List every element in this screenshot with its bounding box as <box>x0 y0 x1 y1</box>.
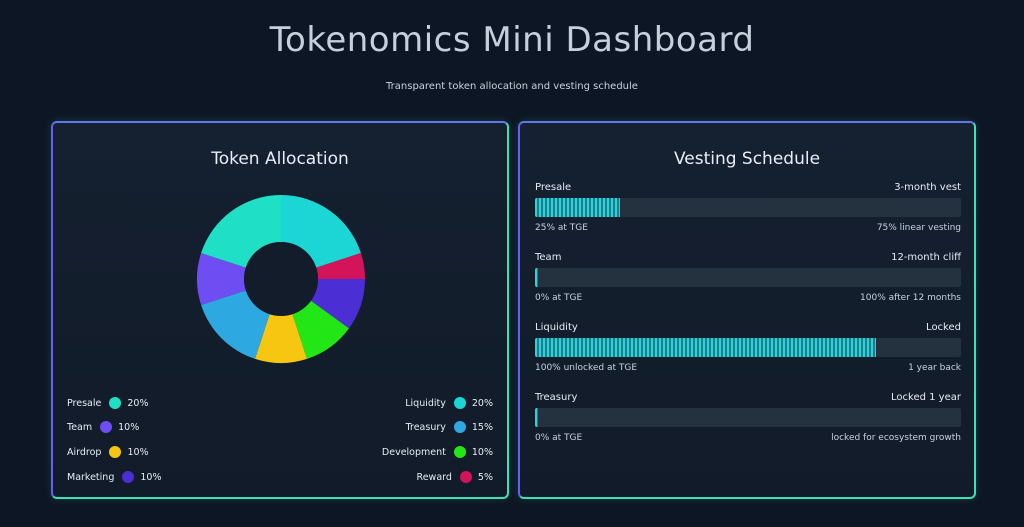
donut-slice-team <box>197 253 246 305</box>
vesting-item-treasury: Treasury Locked 1 year 0% at TGE locked for… <box>535 392 961 456</box>
vesting-progress-track <box>535 338 961 357</box>
vesting-schedule-panel: Vesting Schedule Presale 3-month vest 25% … <box>518 121 976 499</box>
legend-item-marketing: Marketing 10% <box>67 469 161 485</box>
vesting-progress-fill <box>535 198 621 217</box>
legend-item-development: Development 10% <box>382 444 493 460</box>
vesting-label: Liquidity <box>535 322 578 333</box>
legend-swatch <box>109 397 122 409</box>
vesting-note: 75% linear vesting <box>876 223 961 233</box>
legend-item-reward: Reward 5% <box>417 469 493 485</box>
vesting-item-presale: Presale 3-month vest 25% at TGE 75% linear … <box>535 182 961 246</box>
legend-item-treasury: Treasury 15% <box>406 419 493 435</box>
vesting-title: Vesting Schedule <box>673 149 821 169</box>
vesting-unlock: 25% at TGE <box>535 223 588 233</box>
donut-slice-presale <box>201 195 281 268</box>
donut-slice-treasury <box>201 290 270 359</box>
legend-swatch <box>122 471 135 483</box>
vesting-note: 100% after 12 months <box>860 293 961 303</box>
legend-value: 10% <box>127 446 149 458</box>
vesting-term: Locked 1 year <box>891 392 961 403</box>
legend-label: Reward <box>416 471 452 483</box>
vesting-progress-track <box>535 198 961 217</box>
vesting-label: Team <box>535 252 562 263</box>
vesting-label: Treasury <box>535 392 578 403</box>
legend-swatch <box>453 397 466 409</box>
legend-item-airdrop: Airdrop 10% <box>67 444 149 460</box>
legend-value: 10% <box>471 446 493 458</box>
vesting-progress-fill <box>535 408 538 427</box>
legend-value: 10% <box>140 471 162 483</box>
legend-value: 5% <box>477 471 493 483</box>
vesting-unlock: 100% unlocked at TGE <box>535 363 638 373</box>
vesting-term: Locked <box>926 322 961 333</box>
legend-swatch <box>453 421 466 433</box>
vesting-note: 1 year back <box>908 363 961 373</box>
vesting-unlock: 0% at TGE <box>535 433 583 443</box>
vesting-term: 3-month vest <box>894 182 961 193</box>
vesting-progress-fill <box>535 338 876 357</box>
vesting-term: 12-month cliff <box>891 252 961 263</box>
legend-swatch <box>100 421 113 433</box>
vesting-label: Presale <box>535 182 572 193</box>
legend-swatch <box>109 446 122 458</box>
legend-swatch <box>459 471 472 483</box>
vesting-progress-track <box>535 408 961 427</box>
legend-item-team: Team 10% <box>67 419 139 435</box>
allocation-title: Token Allocation <box>211 149 349 169</box>
legend-swatch <box>453 446 466 458</box>
vesting-item-team: Team 12-month cliff 0% at TGE 100% after 12… <box>535 252 961 316</box>
donut-slice-reward <box>316 253 365 279</box>
token-allocation-panel: Token Allocation Presale 20% Team 10% Airdro… <box>51 121 509 499</box>
vesting-progress-track <box>535 268 961 287</box>
legend-value: 15% <box>471 421 493 433</box>
legend-label: Marketing <box>67 471 115 483</box>
donut-hole <box>244 242 318 316</box>
vesting-progress-fill <box>535 268 538 287</box>
legend-value: 20% <box>471 397 493 409</box>
legend-value: 10% <box>118 421 140 433</box>
donut-slice-development <box>292 300 349 359</box>
donut-slice-marketing <box>310 279 365 329</box>
legend-item-presale: Presale 20% <box>67 395 148 411</box>
page-subtitle: Transparent token allocation and vesting… <box>386 81 638 92</box>
legend-label: Development <box>381 446 446 458</box>
legend-label: Team <box>67 421 93 433</box>
legend-label: Presale <box>67 397 102 409</box>
legend-value: 20% <box>127 397 149 409</box>
legend-item-liquidity: Liquidity 20% <box>405 395 493 411</box>
page-title: Tokenomics Mini Dashboard <box>269 20 755 60</box>
legend-label: Treasury <box>405 421 446 433</box>
legend-label: Airdrop <box>67 446 102 458</box>
donut-slice-liquidity <box>281 195 361 268</box>
vesting-item-liquidity: Liquidity Locked 100% unlocked at TGE 1 yea… <box>535 322 961 386</box>
vesting-unlock: 0% at TGE <box>535 293 583 303</box>
vesting-note: locked for ecosystem growth <box>831 433 961 443</box>
donut-slice-airdrop <box>255 314 307 363</box>
allocation-donut-chart <box>197 195 365 363</box>
legend-label: Liquidity <box>405 397 446 409</box>
